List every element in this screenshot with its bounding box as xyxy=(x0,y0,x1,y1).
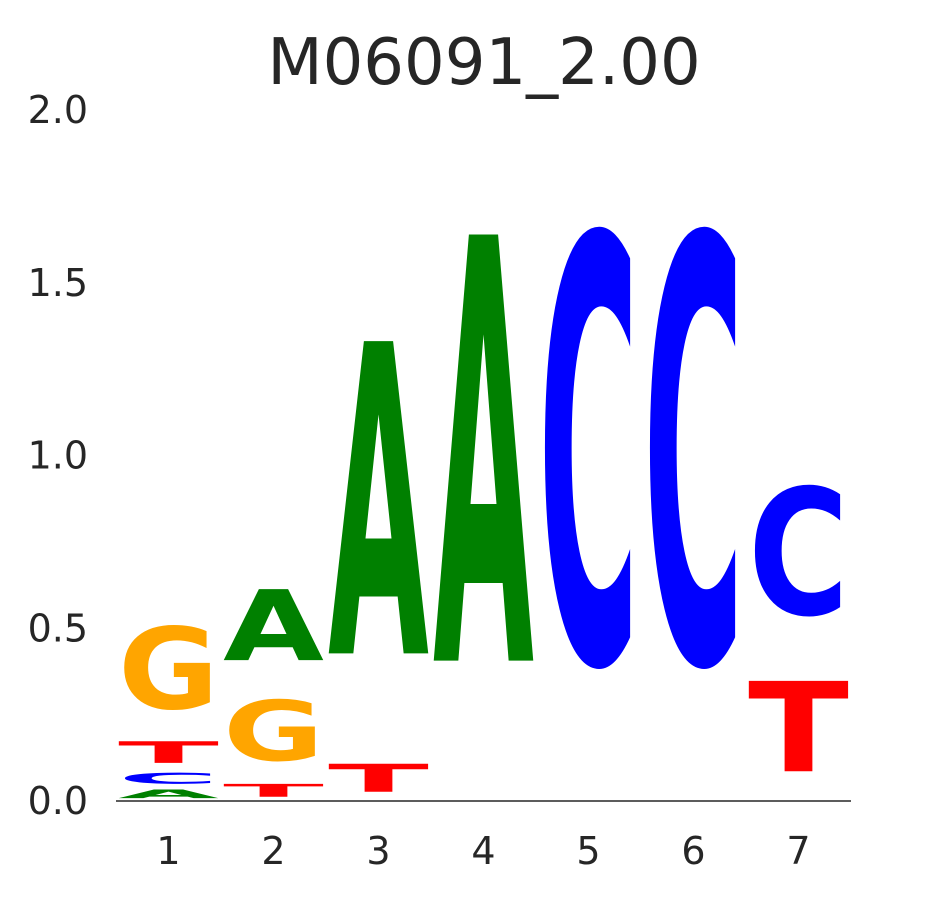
x-axis-ticks: 1 2 3 4 5 6 7 xyxy=(156,829,810,873)
chart-title: M06091_2.00 xyxy=(267,26,700,100)
x-tick-label: 3 xyxy=(366,829,390,873)
y-tick-label: 2.0 xyxy=(28,88,88,132)
logo-letter-t: T xyxy=(748,657,849,802)
x-tick-label: 2 xyxy=(261,829,285,873)
logo-letter-a: A xyxy=(433,118,535,799)
logo-letter-t: T xyxy=(223,780,324,801)
logo-letter-t: T xyxy=(328,757,429,801)
x-tick-label: 4 xyxy=(471,829,495,873)
x-tick-label: 1 xyxy=(156,829,180,873)
y-tick-label: 0.0 xyxy=(28,779,88,823)
logo-letter-g: G xyxy=(223,684,324,780)
x-tick-label: 7 xyxy=(786,829,810,873)
logo-letter-a: A xyxy=(223,570,324,684)
y-axis-ticks: 0.0 0.5 1.0 1.5 2.0 xyxy=(28,88,88,823)
y-tick-label: 0.5 xyxy=(28,606,88,650)
logo-letter-c: C xyxy=(643,120,744,800)
x-tick-label: 5 xyxy=(576,829,600,873)
logo-letter-c: C xyxy=(538,120,639,800)
logo-letter-c: C xyxy=(118,770,219,787)
logo-letter-a: A xyxy=(328,256,430,755)
y-tick-label: 1.5 xyxy=(28,261,88,305)
logo-letter-c: C xyxy=(748,452,849,655)
y-tick-label: 1.0 xyxy=(28,434,88,478)
x-tick-label: 6 xyxy=(681,829,705,873)
logo-letter-t: T xyxy=(118,736,219,770)
logo-letter-g: G xyxy=(118,604,219,735)
logo-letter-a: A xyxy=(118,787,219,801)
